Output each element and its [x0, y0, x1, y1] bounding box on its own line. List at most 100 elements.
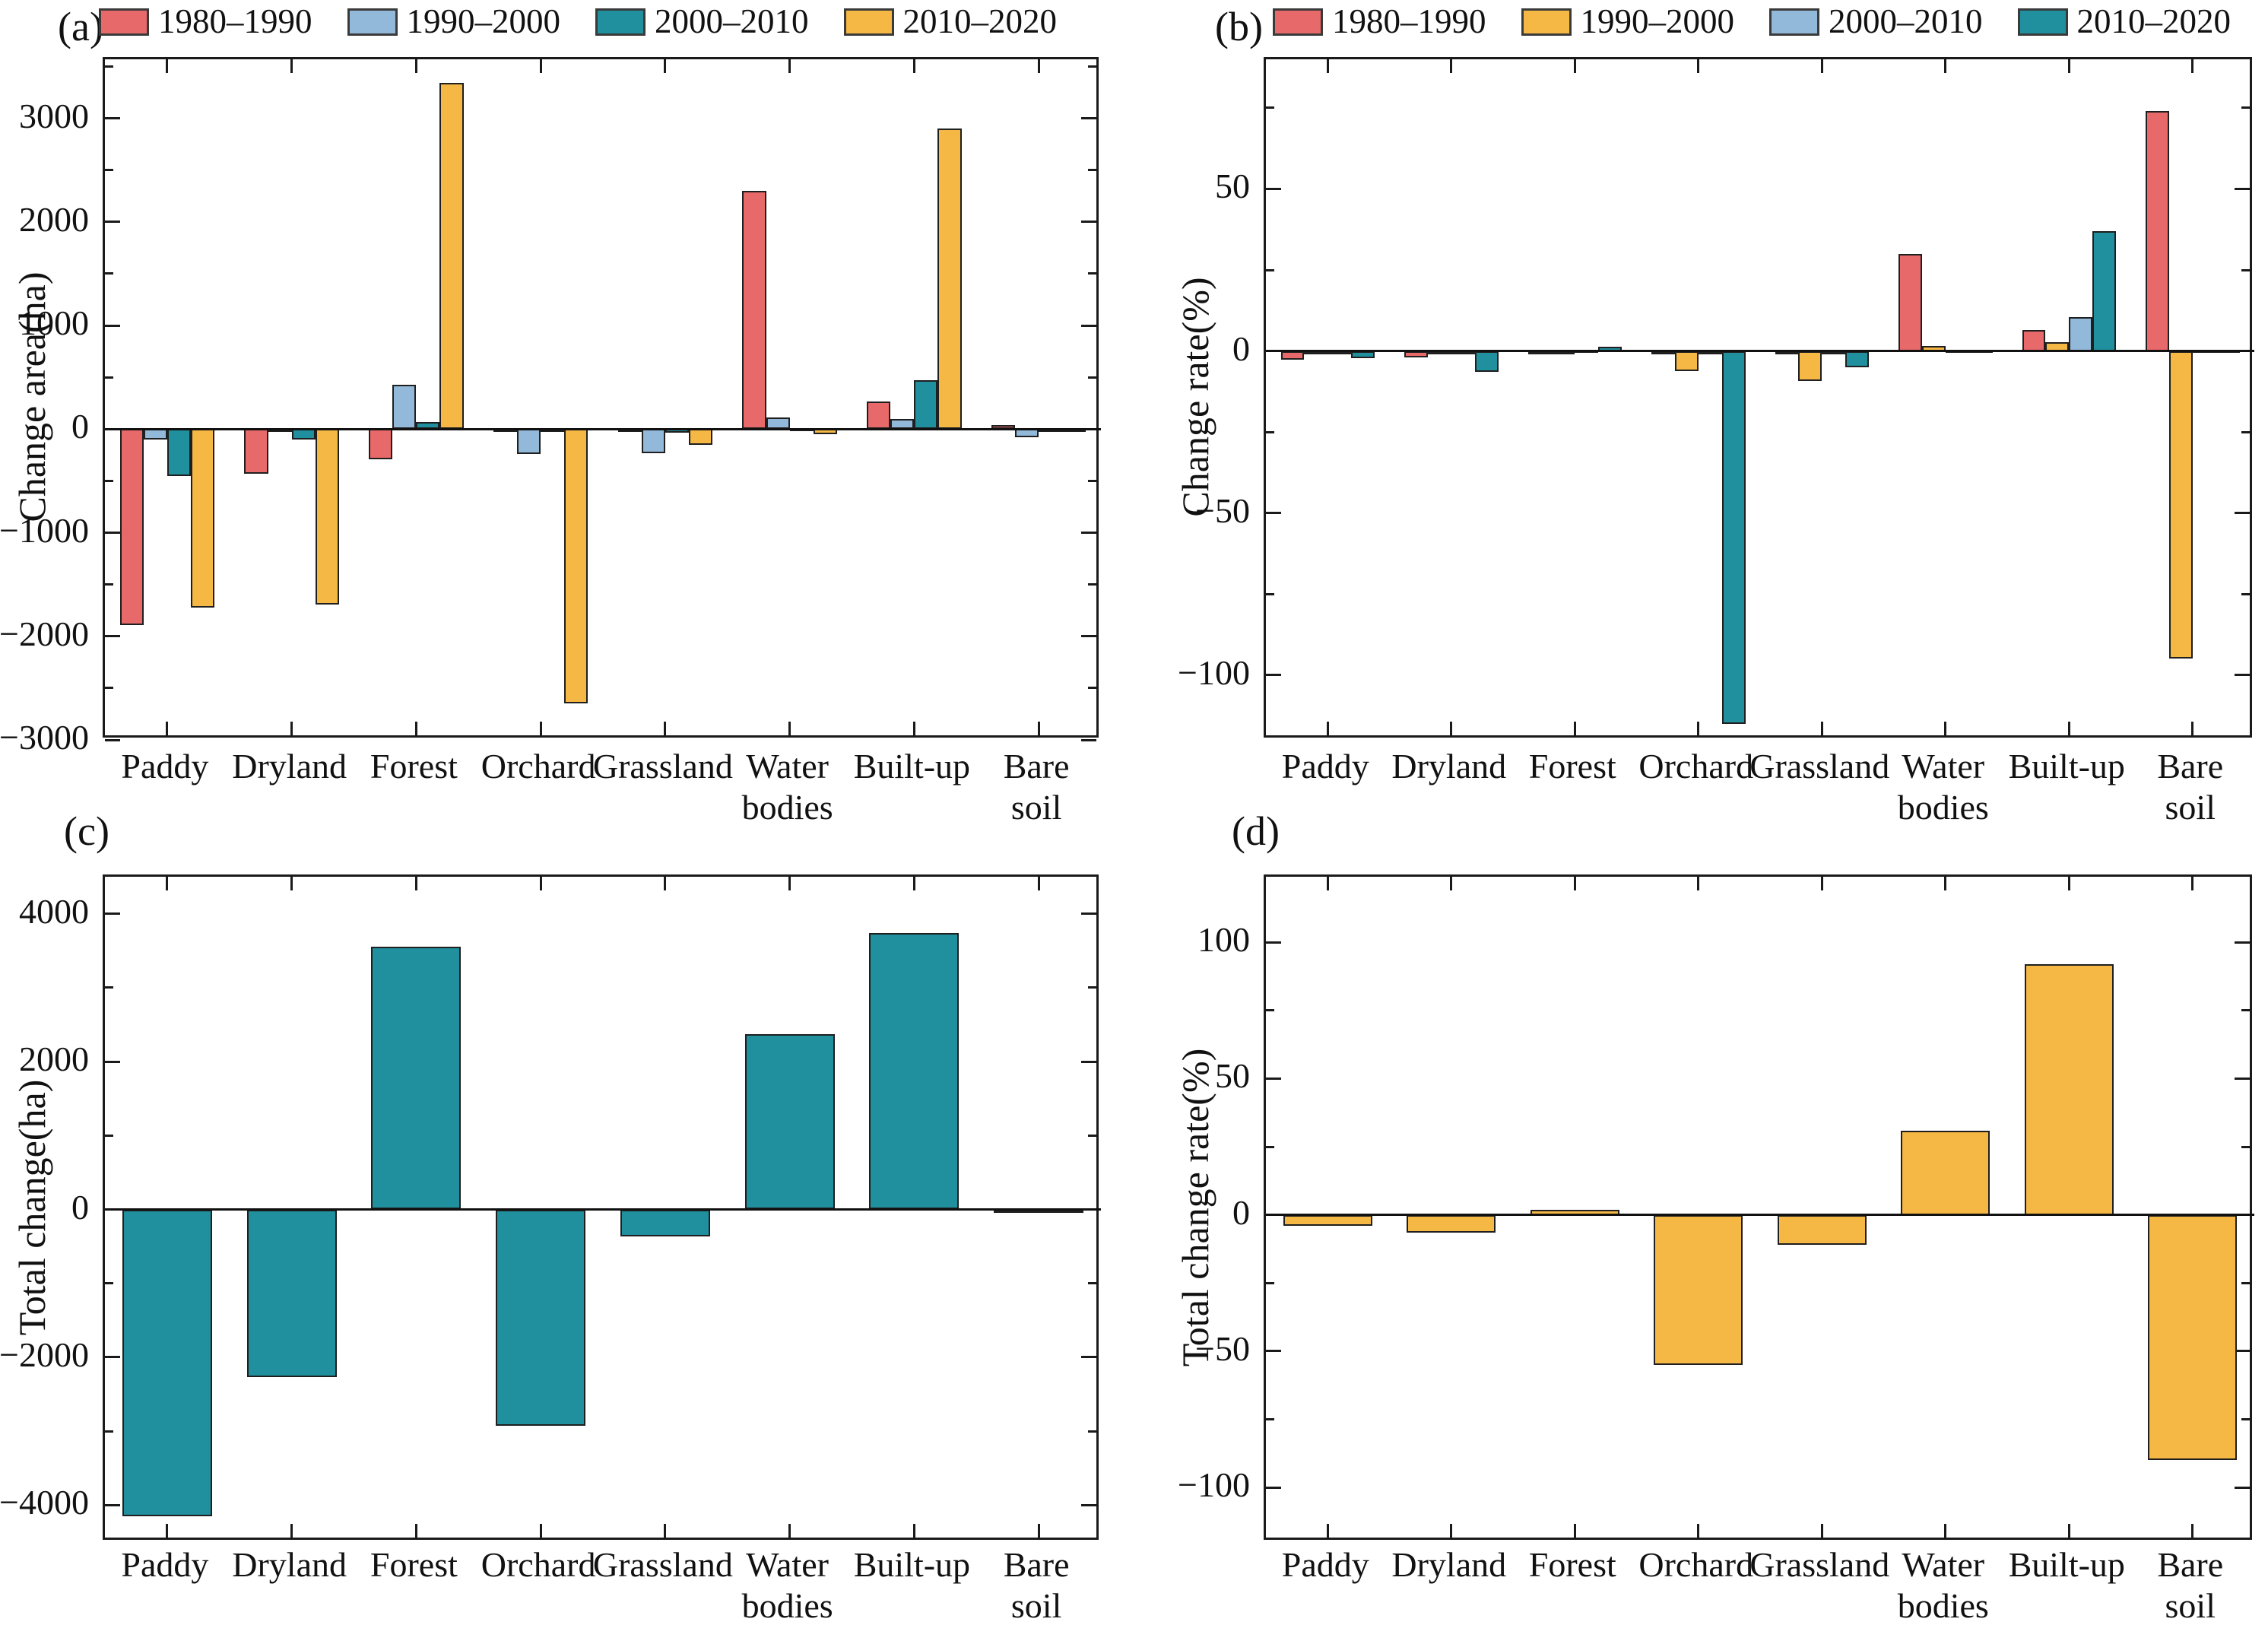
y-tick-label: 0: [71, 407, 89, 446]
x-tick: [1573, 877, 1576, 890]
y-major-tick: [2235, 1486, 2250, 1489]
bar-total-orchard: [1654, 1214, 1743, 1365]
y-minor-tick: [1266, 1145, 1274, 1148]
y-minor-tick: [105, 169, 113, 172]
x-tick: [1820, 1524, 1823, 1538]
x-tick: [1944, 59, 1947, 73]
y-tick-label: −100: [1178, 652, 1250, 692]
x-tick: [1450, 722, 1453, 735]
y-minor-tick: [105, 1282, 113, 1285]
bar-2010–2020-built-up: [937, 129, 962, 430]
x-tick: [788, 1524, 791, 1538]
y-tick-label: −2000: [0, 1335, 89, 1374]
x-tick: [290, 1524, 293, 1538]
y-major-tick: [105, 1503, 120, 1506]
x-tick: [290, 877, 293, 890]
x-tick: [1820, 877, 1823, 890]
y-minor-tick: [1088, 583, 1096, 586]
bar-1980–1990-dryland: [244, 429, 268, 474]
bar-1980–1990-water-bodies: [742, 191, 766, 430]
y-major-tick: [2235, 187, 2250, 190]
x-tick: [1326, 59, 1329, 73]
y-major-tick: [2235, 1350, 2250, 1353]
legend-entry: 1980–1990: [99, 5, 312, 39]
x-tick: [2067, 1524, 2070, 1538]
bar-2010–2020-forest: [439, 83, 464, 430]
y-minor-tick: [1266, 268, 1274, 271]
bar-total-bare-soil: [2148, 1214, 2238, 1461]
bar-2010–2020-dryland: [1474, 351, 1499, 373]
y-major-tick: [1081, 117, 1096, 120]
bar-1980–1990-built-up: [867, 401, 891, 430]
bar-total-grassland: [620, 1209, 710, 1237]
bar-2000–2010-dryland: [291, 429, 316, 440]
x-tick: [1326, 722, 1329, 735]
y-major-tick: [1081, 324, 1096, 327]
y-minor-tick: [1088, 1282, 1096, 1285]
y-tick-label: −50: [1195, 490, 1250, 530]
legend-swatch: [1769, 8, 1819, 36]
bar-2000–2010-built-up: [2069, 316, 2093, 351]
x-tick: [1450, 1524, 1453, 1538]
x-category-label: bodies: [1897, 1586, 1989, 1625]
y-minor-tick: [1088, 65, 1096, 68]
x-category-label: Forest: [370, 747, 458, 786]
y-minor-tick: [1088, 1430, 1096, 1433]
x-category-label: Bare: [2157, 747, 2224, 786]
x-tick: [1820, 722, 1823, 735]
legend-label: 1990–2000: [1580, 2, 1735, 40]
panel-b-legend: 1980–1990 1990–2000 2000–2010 2010–2020: [1273, 5, 2231, 39]
y-tick-label: 0: [71, 1187, 89, 1227]
y-minor-tick: [105, 583, 113, 586]
y-minor-tick: [2241, 1418, 2250, 1421]
bar-1980–1990-built-up: [2022, 329, 2046, 351]
y-major-tick: [1081, 221, 1096, 224]
bar-1990–2000-bare-soil: [1015, 429, 1039, 438]
bar-1980–1990-paddy: [1280, 351, 1305, 360]
x-category-label: soil: [1010, 788, 1062, 827]
x-tick: [788, 722, 791, 735]
x-tick: [166, 722, 169, 735]
x-category-label: Water: [1902, 747, 1985, 786]
x-category-label: Orchard: [1638, 747, 1754, 786]
y-major-tick: [105, 738, 120, 741]
x-tick: [1037, 1524, 1040, 1538]
x-category-label: Paddy: [121, 1545, 209, 1584]
legend-label: 1990–2000: [406, 2, 561, 40]
y-minor-tick: [2241, 106, 2250, 109]
legend-entry: 2010–2020: [2017, 2, 2232, 40]
y-major-tick: [2235, 941, 2250, 944]
y-major-tick: [1266, 512, 1281, 515]
legend-entry: 1990–2000: [347, 2, 561, 40]
y-minor-tick: [105, 687, 113, 690]
legend-label: 2010–2020: [2076, 2, 2232, 40]
x-tick: [1944, 1524, 1947, 1538]
zero-axis-line: [1266, 350, 2254, 353]
y-major-tick: [1081, 532, 1096, 535]
panel-a-legend: 1980–1990 1990–2000 2000–2010 2010–2020: [99, 5, 1057, 39]
y-minor-tick: [1088, 272, 1096, 275]
y-tick-label: 3000: [19, 96, 89, 135]
y-major-tick: [1266, 941, 1281, 944]
y-minor-tick: [1088, 169, 1096, 172]
y-tick-label: 4000: [19, 891, 89, 931]
y-minor-tick: [1266, 430, 1274, 433]
y-minor-tick: [1088, 1134, 1096, 1137]
x-category-label: Paddy: [121, 747, 209, 786]
y-minor-tick: [105, 65, 113, 68]
legend-label: 2000–2010: [1829, 2, 1983, 40]
x-category-label: Bare: [1003, 1545, 1070, 1584]
x-tick: [664, 722, 667, 735]
y-tick-label: −4000: [0, 1483, 89, 1522]
x-category-label: Water: [1902, 1545, 1985, 1584]
legend-swatch: [99, 8, 149, 36]
x-tick: [290, 722, 293, 735]
x-tick: [1944, 877, 1947, 890]
y-minor-tick: [2241, 268, 2250, 271]
bar-total-dryland: [1407, 1214, 1496, 1233]
y-minor-tick: [105, 986, 113, 989]
x-tick: [1326, 1524, 1329, 1538]
bar-total-grassland: [1777, 1214, 1867, 1246]
x-tick: [1037, 59, 1040, 73]
x-tick: [664, 1524, 667, 1538]
